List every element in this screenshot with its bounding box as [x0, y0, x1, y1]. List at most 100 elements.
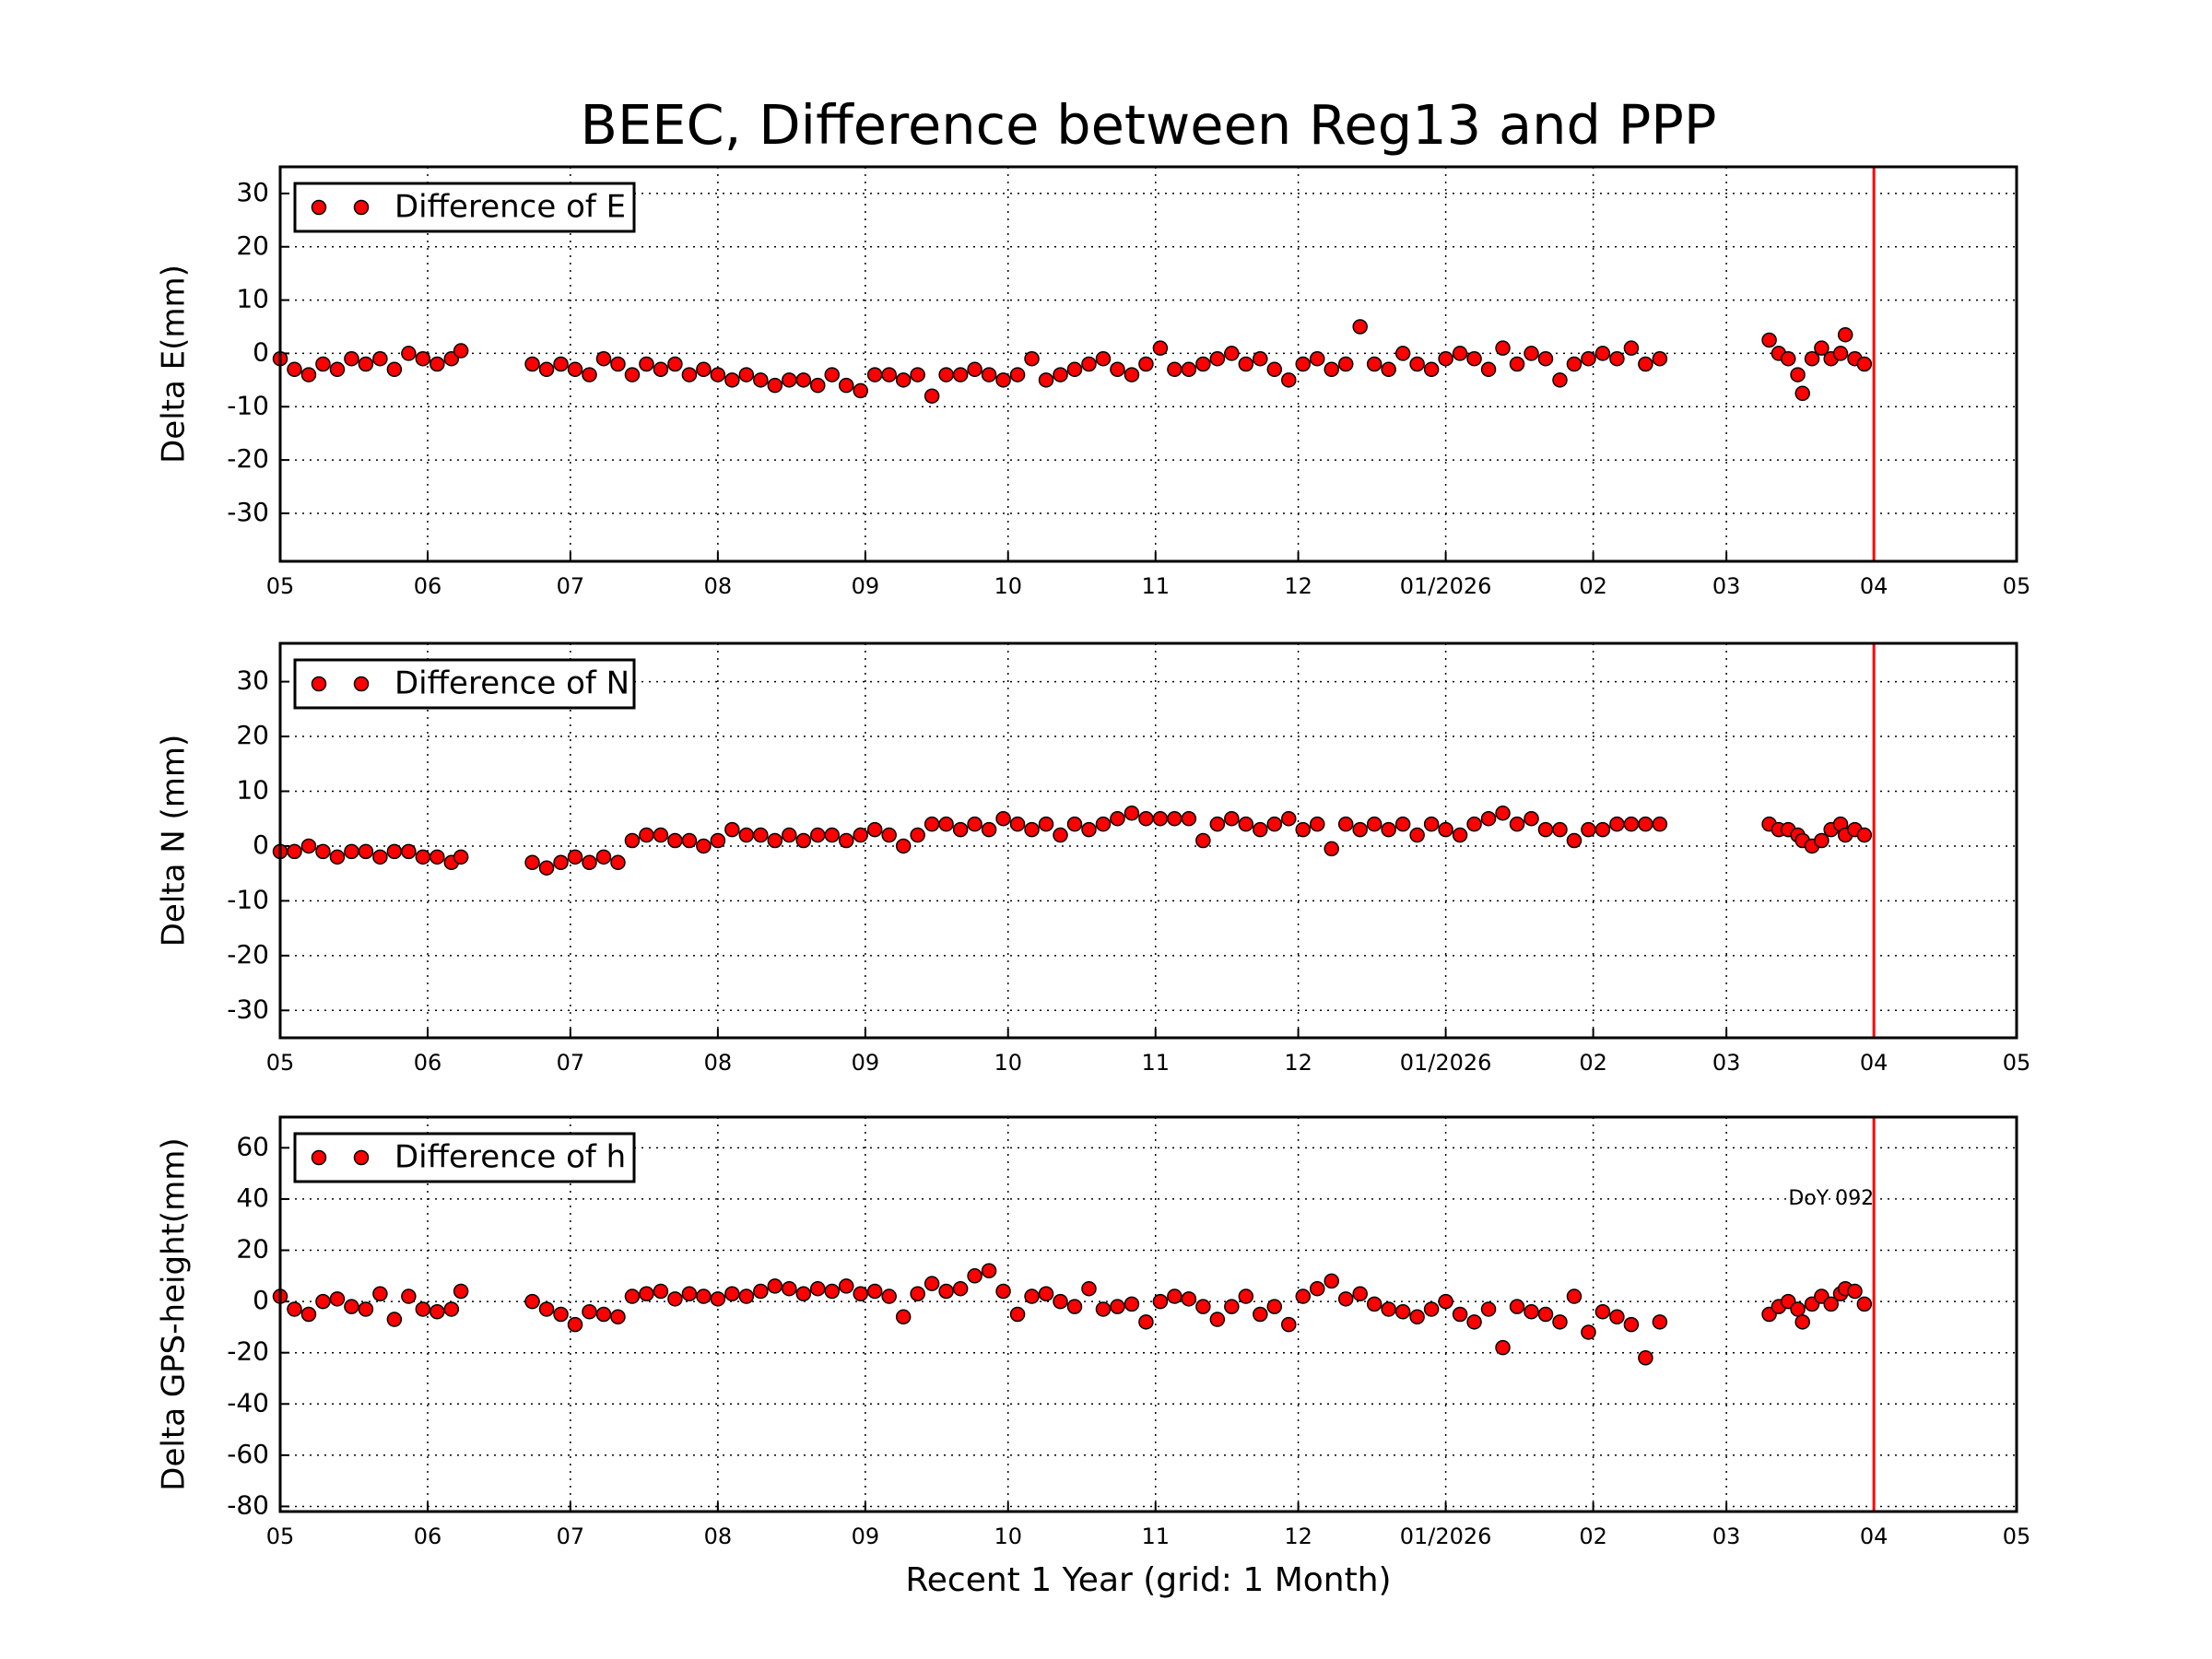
data-point [1309, 350, 1325, 367]
data-point [1524, 1303, 1539, 1320]
data-point [1638, 356, 1653, 372]
data-point [639, 356, 654, 372]
data-point [767, 832, 783, 849]
data-point [1266, 1299, 1283, 1314]
data-point [696, 361, 712, 378]
data-point [624, 832, 641, 849]
legend-label: Difference of h [394, 1139, 626, 1176]
data-point [853, 827, 868, 843]
data-point [1423, 816, 1440, 832]
data-point [1423, 1301, 1440, 1317]
data-point [524, 854, 540, 871]
data-point [967, 361, 982, 378]
data-point [724, 821, 740, 838]
data-point [287, 361, 302, 378]
data-point [1466, 350, 1482, 367]
data-point [624, 1288, 641, 1304]
data-point [1366, 816, 1382, 832]
data-point [1138, 356, 1154, 372]
axes-frame [278, 641, 2018, 1040]
data-point [1566, 832, 1583, 849]
x-tick-label: 04 [1860, 573, 1888, 599]
data-point [524, 356, 540, 372]
x-tick-label: 08 [704, 1524, 733, 1549]
data-point [1394, 346, 1411, 361]
data-point [1238, 816, 1254, 832]
data-point [1181, 810, 1197, 827]
data-point [1780, 350, 1796, 367]
x-tick-label: 01/2026 [1400, 573, 1492, 599]
data-point [1095, 1301, 1112, 1317]
data-point [553, 356, 569, 372]
data-point [653, 361, 669, 378]
data-point [952, 1280, 969, 1297]
data-point [895, 372, 912, 388]
x-tick-label: 11 [1141, 573, 1170, 599]
data-point [795, 1286, 812, 1302]
data-point [924, 388, 940, 404]
data-point [738, 1288, 755, 1304]
data-point [653, 827, 669, 843]
data-point [1324, 841, 1339, 857]
data-point [767, 377, 783, 394]
data-point [1266, 816, 1283, 832]
data-point [1761, 332, 1777, 348]
data-point [1253, 350, 1268, 367]
data-point [1337, 356, 1354, 372]
data-point [287, 843, 302, 860]
data-point [1409, 827, 1425, 843]
data-point [1281, 1316, 1297, 1333]
y-tick-label: 30 [236, 177, 269, 207]
y-tick-label: 30 [236, 665, 269, 696]
x-tick-label: 03 [1712, 1524, 1741, 1549]
data-point [881, 367, 897, 382]
data-point [1495, 1339, 1511, 1356]
data-point [1281, 372, 1297, 388]
data-point [287, 1301, 302, 1317]
x-tick-label: 03 [1712, 1050, 1741, 1076]
data-point [1009, 1306, 1026, 1323]
data-point [595, 350, 612, 367]
y-tick-label: 60 [236, 1131, 269, 1161]
data-point [415, 350, 431, 367]
data-point [1480, 361, 1497, 378]
data-point [453, 849, 469, 865]
data-point [1794, 1314, 1810, 1330]
axes-frame [278, 165, 2018, 563]
data-point [938, 367, 954, 382]
data-point [1552, 821, 1568, 838]
data-point [782, 372, 797, 388]
data-point [753, 827, 769, 843]
data-point [1081, 356, 1097, 372]
y-tick-label: -20 [227, 1336, 269, 1367]
x-tick-label: 07 [557, 1050, 585, 1076]
data-point [1053, 1293, 1068, 1310]
data-point [1253, 821, 1268, 838]
data-point [1566, 1288, 1583, 1304]
x-tick-label: 10 [994, 1050, 1022, 1076]
data-point [315, 843, 331, 860]
data-point [853, 1286, 868, 1302]
x-tick-label: 11 [1141, 1050, 1170, 1076]
legend-marker [353, 676, 370, 692]
legend-marker [311, 199, 327, 216]
data-point [1337, 1291, 1354, 1307]
data-point [1024, 1288, 1040, 1304]
x-tick-label: 02 [1579, 1050, 1607, 1076]
data-point [995, 1283, 1011, 1300]
data-point [429, 356, 445, 372]
data-point [1581, 821, 1596, 838]
data-point [681, 367, 698, 382]
x-tick-label: 01/2026 [1400, 1050, 1492, 1076]
x-tick-label: 10 [994, 1524, 1022, 1549]
data-point [1110, 1299, 1125, 1314]
data-point [1366, 1296, 1382, 1312]
data-point [358, 356, 374, 372]
data-point [1195, 356, 1211, 372]
legend-marker [311, 676, 327, 692]
data-point [567, 361, 583, 378]
data-point [329, 849, 346, 865]
data-point [1509, 356, 1525, 372]
data-point [1366, 356, 1382, 372]
data-point [681, 1286, 698, 1302]
